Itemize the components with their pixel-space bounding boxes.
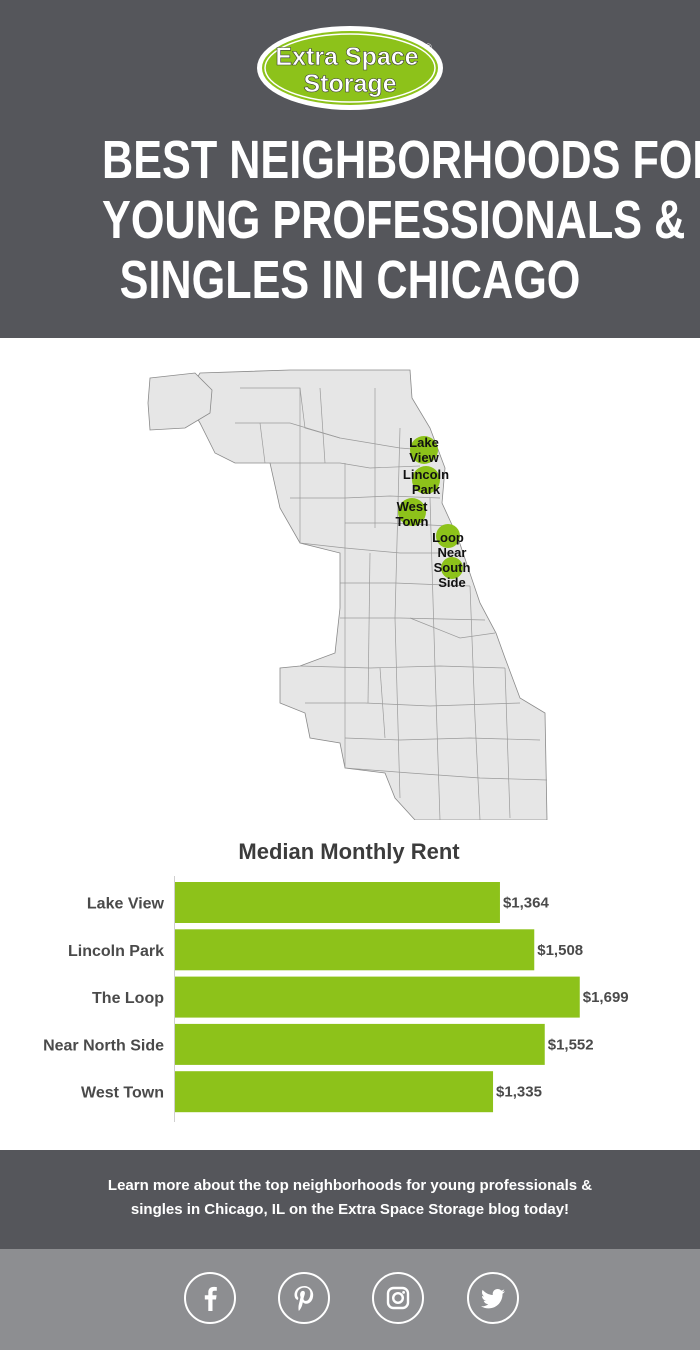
extra-space-storage-logo[interactable]: Extra Space Storage ® (255, 24, 445, 112)
chart-category-labels: Lake View Lincoln Park The Loop Near North … (43, 896, 164, 1102)
label-lake-view-1: Lake (409, 435, 439, 450)
bar-lincoln-park (175, 929, 535, 971)
value-label-west-town: $1,335 (496, 1084, 542, 1101)
label-near-south-side-3: Side (438, 575, 465, 590)
rent-bar-chart: Median Monthly Rent Lake View Lincoln Par… (43, 839, 629, 1122)
category-label-lake-view: Lake View (87, 896, 165, 913)
title-line-2: YOUNG PROFESSIONALS & (102, 190, 686, 250)
footer-text-line-2: singles in Chicago, IL on the Extra Spac… (130, 1201, 570, 1218)
value-label-lincoln-park: $1,508 (537, 942, 583, 959)
title-line-1: BEST NEIGHBORHOODS FOR (102, 130, 700, 190)
value-label-the-loop: $1,699 (583, 989, 629, 1006)
bar-west-town (175, 1071, 494, 1113)
bar-near-north-side (175, 1023, 545, 1065)
label-near-south-side-1: Near (438, 545, 467, 560)
social-bar (0, 1249, 700, 1350)
label-west-town-2: Town (396, 514, 429, 529)
facebook-button[interactable] (184, 1272, 236, 1324)
label-near-south-side-2: South (434, 560, 471, 575)
marker-labels: Lake View Lincoln Park West Town Loop Ne… (396, 435, 471, 590)
logo-line-2: Storage (303, 70, 396, 98)
value-label-lake-view: $1,364 (503, 895, 550, 912)
logo-registered-mark: ® (425, 42, 432, 52)
label-loop: Loop (432, 530, 464, 545)
instagram-button[interactable] (372, 1272, 424, 1324)
instagram-icon (386, 1286, 410, 1310)
category-label-lincoln-park: Lincoln Park (68, 943, 164, 960)
label-lake-view-2: View (409, 450, 439, 465)
facebook-icon (204, 1286, 217, 1311)
category-label-the-loop: The Loop (92, 990, 164, 1007)
label-lincoln-park-2: Park (412, 482, 441, 497)
value-label-near-north-side: $1,552 (548, 1036, 594, 1053)
marker-loop (436, 524, 460, 548)
chart-bars (175, 882, 580, 1113)
chicago-neighborhood-map: Lake View Lincoln Park West Town Loop Ne… (147, 369, 548, 820)
marker-lake-view (410, 436, 438, 464)
marker-west-town (398, 498, 426, 526)
pinterest-icon (294, 1286, 314, 1311)
footer-banner (0, 1150, 700, 1249)
marker-near-south-side (441, 557, 463, 579)
bar-the-loop (175, 976, 580, 1018)
bar-lake-view (175, 882, 500, 923)
category-label-near-north-side: Near North Side (43, 1037, 164, 1054)
chart-value-labels: $1,364 $1,508 $1,699 $1,552 $1,335 (496, 895, 629, 1101)
footer-text-line-1: Learn more about the top neighborhoods f… (107, 1177, 593, 1194)
label-west-town-1: West (397, 499, 428, 514)
neighborhood-markers (398, 436, 463, 579)
chicago-outline (147, 369, 548, 820)
pinterest-button[interactable] (278, 1272, 330, 1324)
category-label-west-town: West Town (81, 1085, 164, 1102)
label-lincoln-park-1: Lincoln (403, 467, 449, 482)
twitter-button[interactable] (467, 1272, 519, 1324)
neighborhood-borders (235, 387, 548, 820)
logo-line-1: Extra Space (275, 43, 418, 71)
marker-lincoln-park (412, 466, 440, 494)
title-line-3: SINGLES IN CHICAGO (119, 250, 581, 310)
footer-cta-text[interactable]: Learn more about the top neighborhoods f… (60, 1174, 640, 1222)
chart-title: Median Monthly Rent (238, 839, 460, 864)
page-title: BEST NEIGHBORHOODS FOR YOUNG PROFESSIONA… (102, 130, 700, 310)
twitter-icon (481, 1289, 505, 1309)
